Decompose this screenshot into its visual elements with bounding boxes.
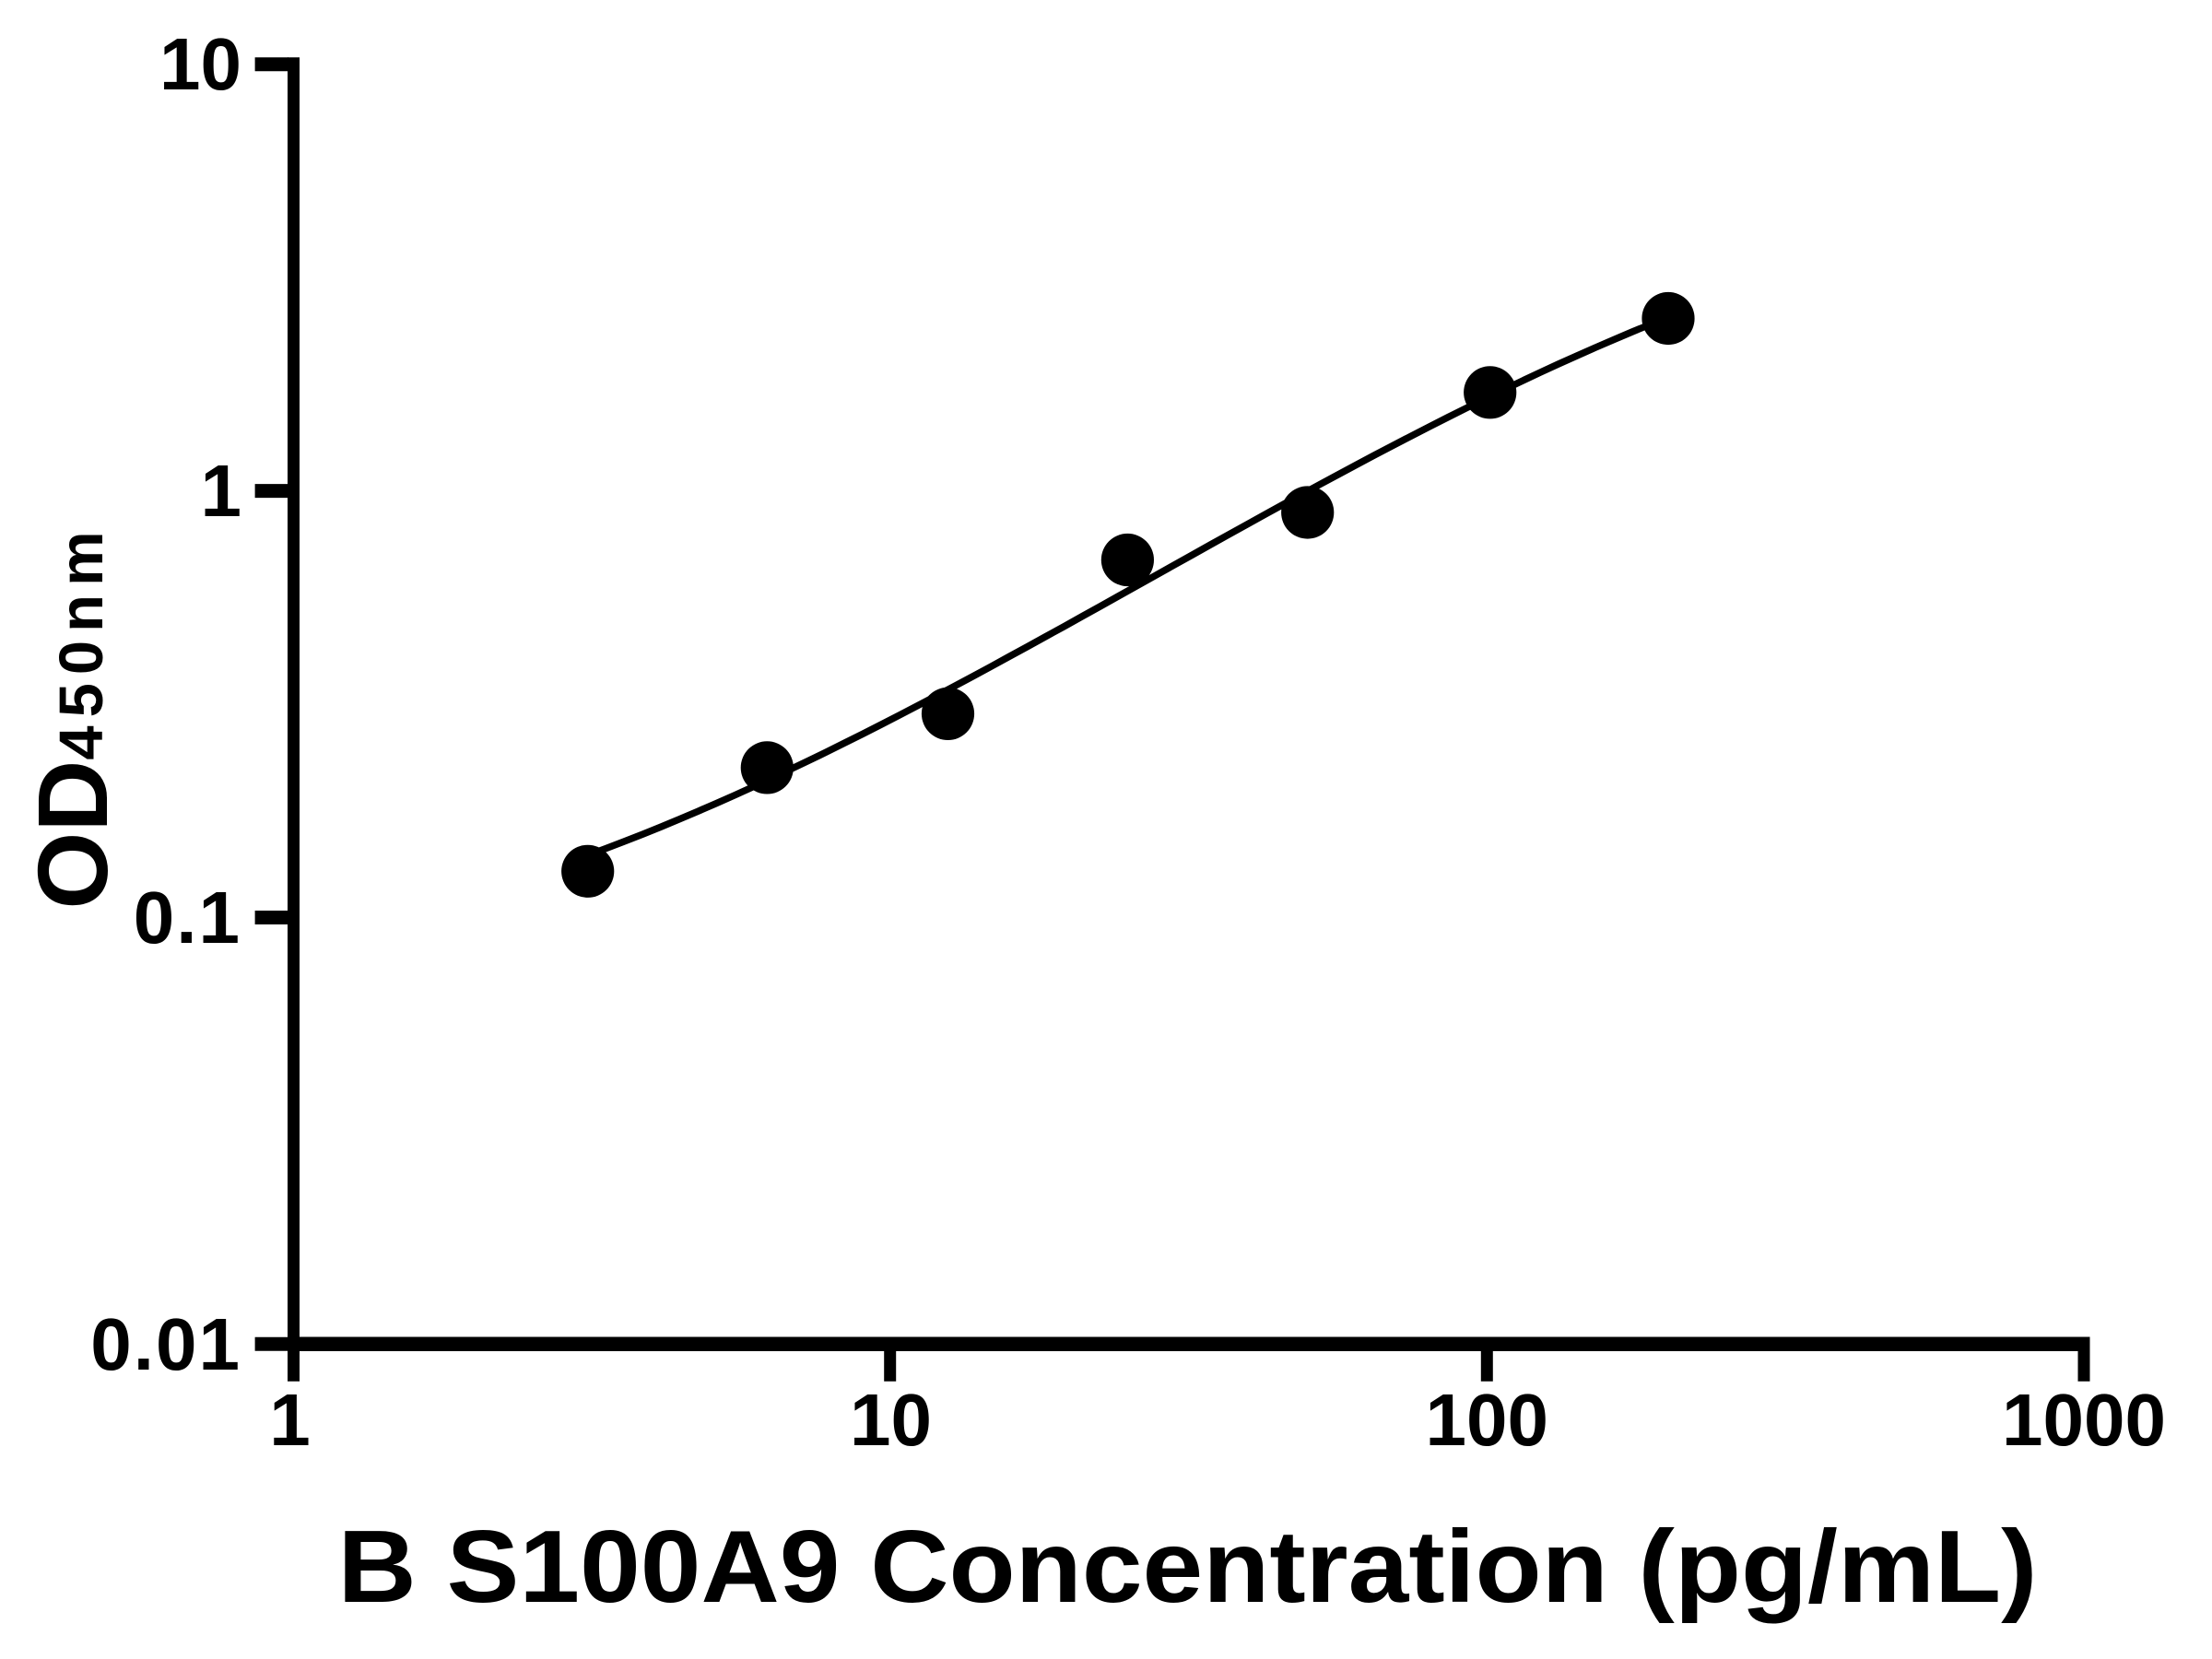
- svg-text:1000: 1000: [2002, 1379, 2166, 1461]
- svg-text:B S100A9 Concentration (pg/mL): B S100A9 Concentration (pg/mL): [338, 1510, 2038, 1624]
- svg-text:1: 1: [201, 450, 242, 532]
- svg-text:10: 10: [850, 1379, 932, 1461]
- svg-text:100: 100: [1426, 1379, 1548, 1461]
- svg-text:0.1: 0.1: [134, 877, 241, 959]
- svg-text:1: 1: [269, 1379, 311, 1461]
- svg-text:OD450nm: OD450nm: [17, 523, 128, 909]
- svg-text:0.01: 0.01: [90, 1303, 241, 1385]
- svg-text:10: 10: [159, 23, 241, 105]
